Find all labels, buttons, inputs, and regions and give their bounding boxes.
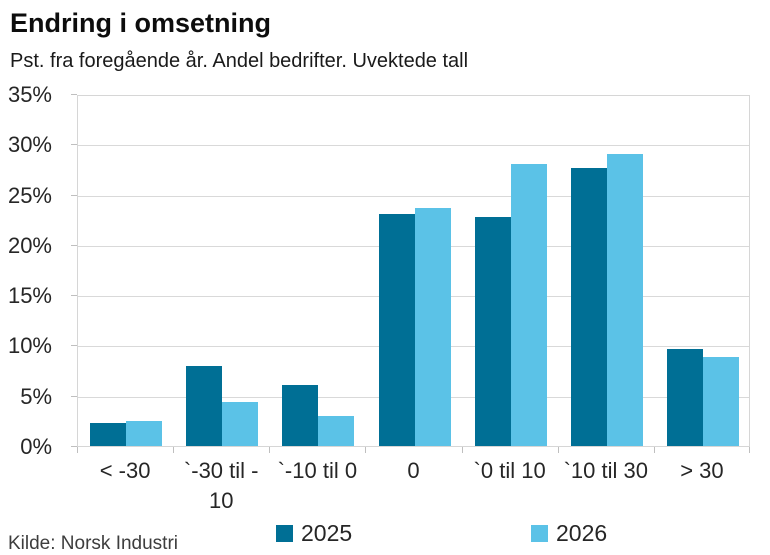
x-tick-label: `0 til 10 xyxy=(473,458,546,483)
gridline xyxy=(78,195,749,197)
x-axis-tick xyxy=(365,447,367,453)
y-axis-tick xyxy=(71,345,77,347)
y-axis-tick xyxy=(71,244,77,246)
y-axis-tick xyxy=(71,295,77,297)
bar-2025 xyxy=(474,216,511,446)
bar-2026 xyxy=(318,415,355,446)
bar-2026 xyxy=(702,356,739,446)
gridline xyxy=(78,145,749,147)
bar-2025 xyxy=(570,168,607,446)
x-axis-tick xyxy=(557,447,559,453)
x-tick-label: `10 til 30 xyxy=(563,458,648,483)
y-axis-tick xyxy=(71,446,77,447)
y-tick-label: 0% xyxy=(20,434,52,459)
chart-subtitle: Pst. fra foregående år. Andel bedrifter.… xyxy=(10,50,469,72)
y-tick-label: 15% xyxy=(7,283,52,309)
bar-2026 xyxy=(126,420,163,446)
legend-item-2025: 2025 xyxy=(276,520,352,547)
y-tick-label: 10% xyxy=(7,333,52,359)
y-axis-tick xyxy=(71,194,77,196)
y-tick-label: 30% xyxy=(7,132,52,158)
legend-label: 2026 xyxy=(556,520,608,546)
x-tick-label: < -30 xyxy=(99,458,151,483)
y-axis-tick xyxy=(71,94,77,95)
bar-2026 xyxy=(222,401,259,446)
x-axis-tick xyxy=(269,447,271,453)
bar-2025 xyxy=(378,213,415,446)
bar-2026 xyxy=(414,207,451,446)
bar-2025 xyxy=(282,384,319,446)
x-axis-tick xyxy=(173,447,175,453)
source-note: Kilde: Norsk Industri xyxy=(8,533,179,554)
y-tick-label: 5% xyxy=(20,383,52,409)
y-axis-tick xyxy=(71,144,77,146)
bar-2025 xyxy=(666,349,703,446)
x-tick-label: `-30 til - 10 xyxy=(183,458,259,513)
y-tick-label: 20% xyxy=(7,232,52,258)
x-axis-tick xyxy=(653,447,655,453)
x-tick-label: > 30 xyxy=(680,458,724,483)
x-axis-tick xyxy=(77,447,78,453)
bar-2026 xyxy=(510,164,547,446)
x-tick-label: 0 xyxy=(407,458,420,483)
legend-swatch-icon xyxy=(276,525,293,542)
bar-2025 xyxy=(186,365,223,446)
x-axis-tick xyxy=(749,447,750,453)
chart-title: Endring i omsetning xyxy=(10,8,271,38)
plot-area xyxy=(77,95,750,447)
y-tick-label: 35% xyxy=(7,82,52,107)
x-axis-tick xyxy=(461,447,463,453)
legend-swatch-icon xyxy=(531,525,548,542)
bar-2026 xyxy=(606,154,643,446)
bar-2025 xyxy=(90,422,127,446)
y-tick-label: 25% xyxy=(7,182,52,208)
legend-item-2026: 2026 xyxy=(531,520,607,547)
x-tick-label: `-10 til 0 xyxy=(277,458,358,483)
y-axis-tick xyxy=(71,395,77,397)
legend-label: 2025 xyxy=(301,520,353,546)
